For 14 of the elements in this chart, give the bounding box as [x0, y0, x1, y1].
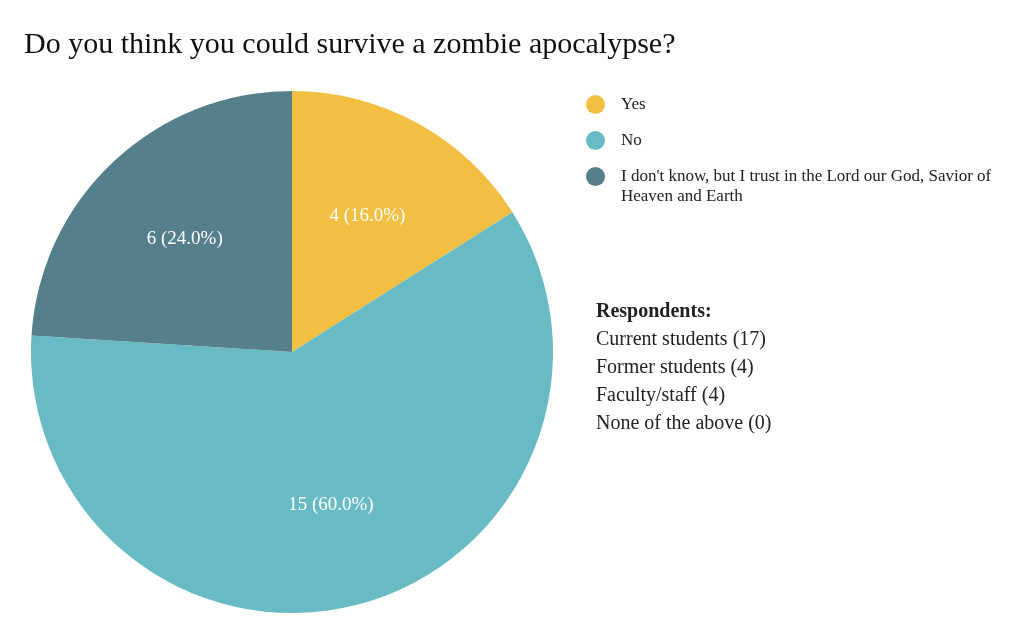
- pie-slice: [31, 91, 292, 352]
- legend-label: No: [621, 130, 642, 150]
- data-label: 4 (16.0%): [329, 204, 406, 227]
- text: Current students (17): [596, 326, 767, 352]
- text: Respondents:: [596, 298, 713, 324]
- text: Former students (4): [596, 354, 755, 380]
- data-label: 15 (60.0%): [288, 493, 374, 516]
- legend-label: I don't know, but I trust in the Lord our God, Savior of Heaven and Earth: [621, 166, 993, 206]
- pie-slice: [292, 91, 513, 352]
- data-label: 6 (24.0%): [146, 227, 223, 250]
- text: Faculty/staff (4): [596, 382, 727, 408]
- legend-label: Yes: [621, 94, 646, 114]
- chart-title: Do you think you could survive a zombie apocalypse?: [24, 26, 676, 60]
- text: None of the above (0): [596, 410, 772, 436]
